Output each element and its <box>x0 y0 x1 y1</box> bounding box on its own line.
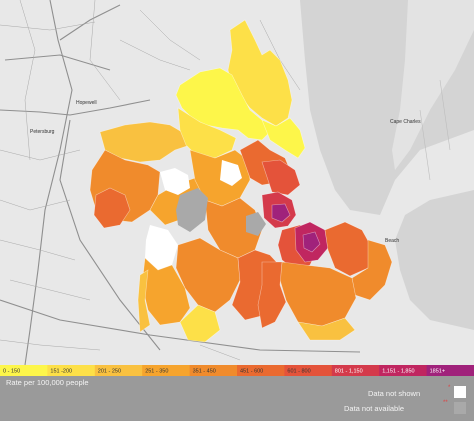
region-not-shown-b <box>145 225 178 270</box>
legend-label-4: 351 - 450 <box>193 369 216 375</box>
region-no-data-a <box>176 188 208 232</box>
legend-swatch-1 <box>47 365 96 376</box>
region-west-d <box>93 187 131 229</box>
legend-caption: Rate per 100,000 people <box>6 378 89 387</box>
choropleth-regions <box>89 19 393 343</box>
legend-bar: 0 - 150 151 -200 201 - 250 251 - 350 351 - 4… <box>0 365 474 376</box>
legend-label-5: 451 - 600 <box>240 369 263 375</box>
legend-label-8: 1,151 - 1,850 <box>382 369 414 375</box>
region-south-a <box>175 237 241 313</box>
legend-label-0: 0 - 150 <box>3 369 20 375</box>
place-label-cape-charles: Cape Charles <box>390 119 421 125</box>
region-not-shown-a <box>160 168 190 195</box>
legend-label-9: 1851+ <box>430 369 445 375</box>
region-not-shown-c <box>220 160 242 186</box>
key-not-available: Data not available ** <box>344 400 466 414</box>
legend-label-7: 801 - 1,150 <box>335 369 363 375</box>
place-label-hopewell: Hopewell <box>76 100 97 106</box>
legend-swatch-3 <box>142 365 191 376</box>
region-central-b <box>204 197 263 259</box>
legend-swatch-6 <box>284 365 333 376</box>
region-chesapeake-south <box>297 317 356 341</box>
legend-swatch-2 <box>94 365 143 376</box>
region-east-peninsula <box>261 117 306 159</box>
road-network <box>0 0 361 366</box>
region-west-b <box>177 107 237 159</box>
legend-swatch-7 <box>331 365 380 376</box>
region-newport-core <box>271 203 291 223</box>
legend-swatch-5 <box>237 365 285 376</box>
legend-label-2: 201 - 250 <box>98 369 121 375</box>
place-label-beach: Beach <box>385 238 399 244</box>
region-norfolk-inner <box>302 231 321 253</box>
legend-swatch-4 <box>189 365 238 376</box>
legend-label-6: 601 - 800 <box>287 369 310 375</box>
legend-swatch-0 <box>0 365 48 376</box>
region-south-d <box>137 269 151 333</box>
ocean-water <box>395 190 474 330</box>
key-not-available-marker: ** <box>443 400 448 406</box>
region-suffolk <box>257 261 287 329</box>
legend-label-3: 251 - 350 <box>145 369 168 375</box>
region-south-e <box>179 304 221 343</box>
legend-swatch-9 <box>426 365 474 376</box>
key-not-shown-marker: * <box>448 385 451 391</box>
eastern-shore <box>392 0 474 170</box>
key-not-shown: Data not shown * <box>368 385 466 398</box>
legend-panel <box>0 376 474 421</box>
key-not-available-swatch <box>454 402 466 414</box>
key-not-available-label: Data not available <box>344 404 404 413</box>
region-central-d <box>261 159 301 196</box>
place-label-petersburg: Petersburg <box>30 129 55 135</box>
peninsula-roads <box>419 79 451 181</box>
legend-label-1: 151 -200 <box>50 369 72 375</box>
region-virginia-beach-b <box>351 239 393 301</box>
key-not-shown-label: Data not shown <box>368 389 420 398</box>
key-not-shown-swatch <box>454 386 466 398</box>
legend-swatch-8 <box>379 365 428 376</box>
region-no-data-b <box>246 212 266 236</box>
